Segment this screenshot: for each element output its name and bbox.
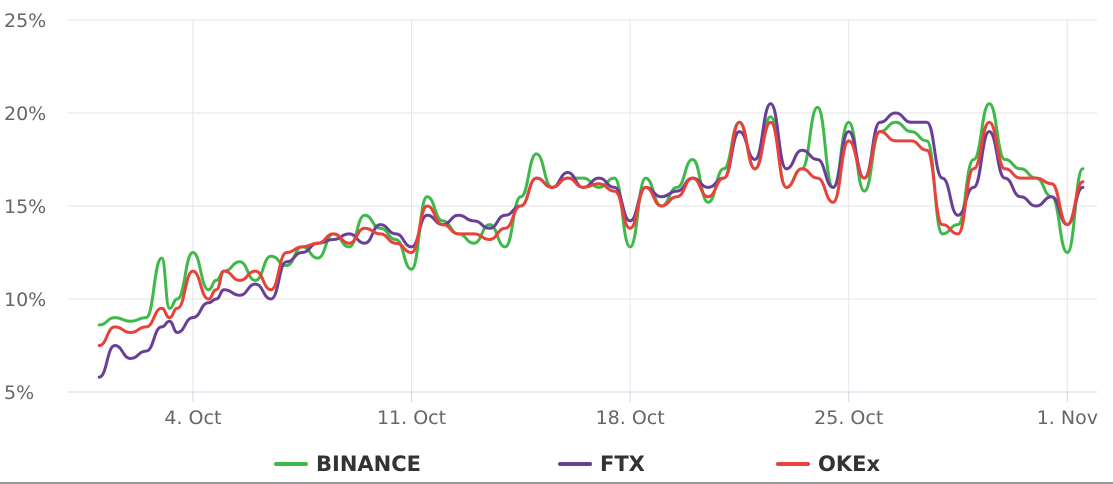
series-lines xyxy=(97,102,1085,379)
x-tick-label: 4. Oct xyxy=(164,407,221,429)
x-tick-label: 1. Nov xyxy=(1037,407,1098,429)
y-tick-label: 25% xyxy=(4,10,46,32)
y-axis-ticks: 5% 10% 15% 20% 25% xyxy=(4,10,46,404)
legend: BINANCE FTX OKEx xyxy=(0,452,1113,484)
legend-label-ftx[interactable]: FTX xyxy=(600,452,645,476)
y-tick-label: 20% xyxy=(4,103,46,125)
grid xyxy=(68,19,1097,402)
x-tick-label: 18. Oct xyxy=(596,407,665,429)
x-tick-label: 11. Oct xyxy=(377,407,446,429)
y-tick-label: 15% xyxy=(4,196,46,218)
x-axis-ticks: 4. Oct 11. Oct 18. Oct 25. Oct 1. Nov xyxy=(164,407,1098,429)
x-tick-label: 25. Oct xyxy=(814,407,883,429)
series-line-ftx[interactable] xyxy=(97,102,1085,379)
legend-label-binance[interactable]: BINANCE xyxy=(316,452,421,476)
y-tick-label: 5% xyxy=(4,382,34,404)
series-line-okex[interactable] xyxy=(97,120,1085,347)
y-tick-label: 10% xyxy=(4,289,46,311)
legend-label-okex[interactable]: OKEx xyxy=(818,452,880,476)
